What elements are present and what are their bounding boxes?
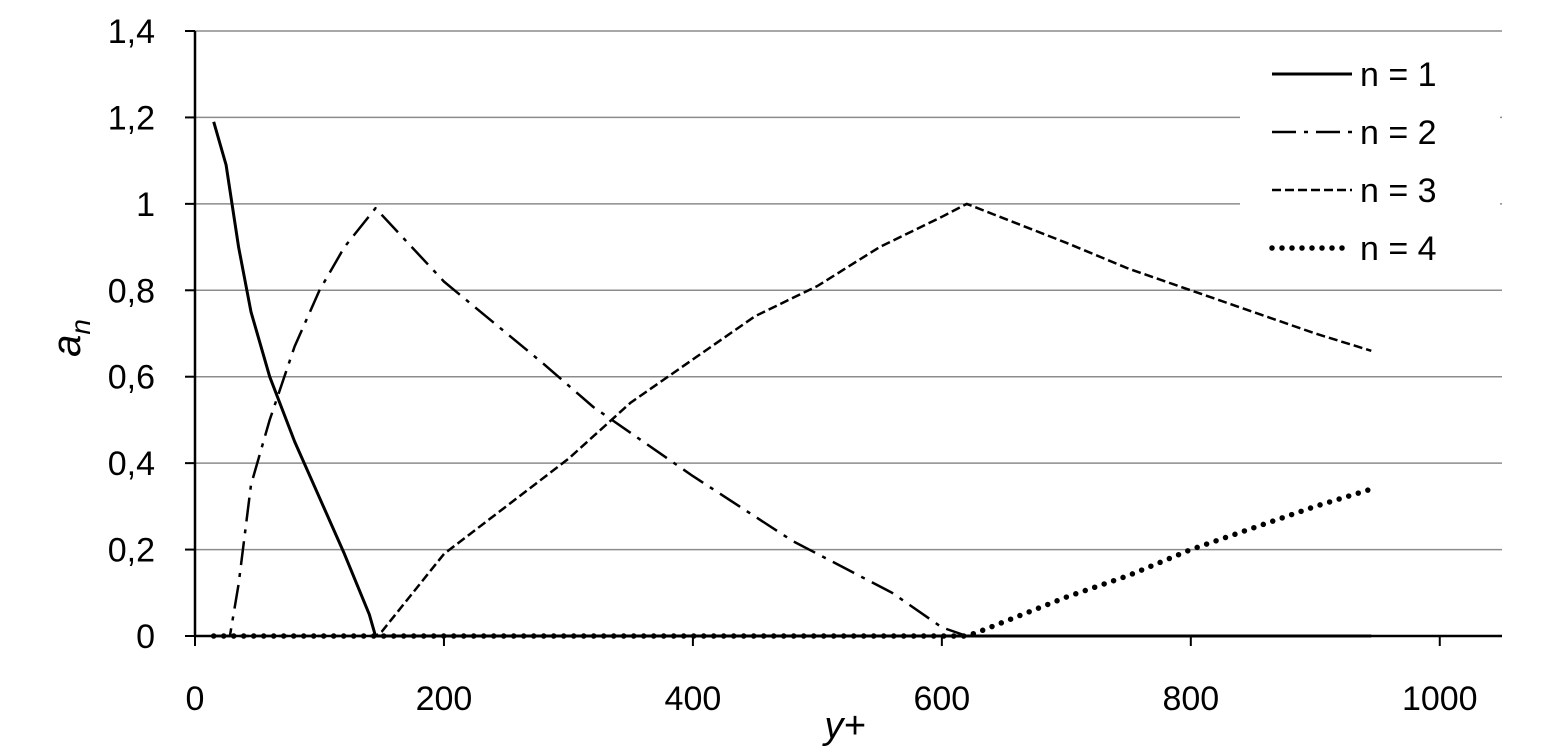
- y-tick-label-1: 0,2: [108, 532, 155, 570]
- y-axis-label-main: a: [45, 335, 89, 357]
- y-axis-label: an: [45, 319, 96, 357]
- svg-text:an: an: [45, 319, 96, 357]
- legend: n = 1 n = 2 n = 3 n = 4: [1240, 50, 1500, 280]
- legend-label-n1: n = 1: [1360, 56, 1437, 94]
- y-tick-label-2: 0,4: [108, 445, 155, 483]
- y-tick-label-5: 1: [136, 186, 155, 224]
- legend-label-n2: n = 2: [1360, 114, 1437, 152]
- legend-background: [1240, 50, 1500, 280]
- y-tick-label-7: 1,4: [108, 13, 155, 51]
- x-tick-label-3: 600: [913, 680, 970, 718]
- y-tick-label-0: 0: [136, 618, 155, 656]
- series-line-n2: [213, 206, 1372, 638]
- series-lines: [210, 121, 1375, 639]
- series-line-n3: [213, 202, 1372, 638]
- legend-label-n4: n = 4: [1360, 230, 1437, 268]
- x-tick-label-4: 800: [1162, 680, 1219, 718]
- gridlines: [195, 30, 1502, 551]
- y-tick-label-4: 0,8: [108, 272, 155, 310]
- series-line-n1: [212, 121, 1372, 638]
- x-axis-label: y+: [821, 705, 865, 747]
- x-tick-label-2: 400: [665, 680, 722, 718]
- x-tick-label-5: 1000: [1402, 680, 1478, 718]
- legend-label-n3: n = 3: [1360, 172, 1437, 210]
- series-line-n4: [210, 486, 1375, 639]
- y-tick-label-3: 0,6: [108, 359, 155, 397]
- y-axis-ticks: 0 0,2 0,4 0,6 0,8 1 1,2 1,4: [108, 13, 195, 656]
- x-tick-label-0: 0: [186, 680, 205, 718]
- y-tick-label-6: 1,2: [108, 99, 155, 137]
- y-axis-label-subscript: n: [65, 319, 96, 335]
- x-axis-ticks: 0 200 400 600 800 1000: [186, 636, 1478, 718]
- x-tick-label-1: 200: [416, 680, 473, 718]
